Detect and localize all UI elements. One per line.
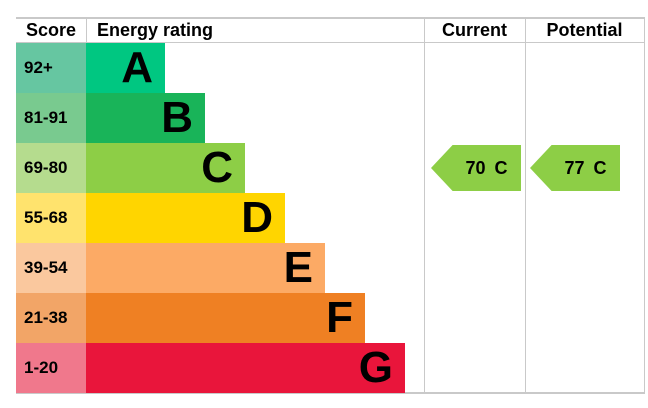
- band-bar: C: [86, 143, 245, 193]
- band-row-c: 69-80 C: [16, 143, 405, 193]
- band-score-cell: 69-80: [16, 143, 86, 193]
- band-row-d: 55-68 D: [16, 193, 405, 243]
- potential-arrow: 77 C: [530, 145, 620, 191]
- band-letter: B: [161, 93, 193, 142]
- header-score: Score: [25, 20, 77, 40]
- band-bar: E: [86, 243, 325, 293]
- potential-band-letter: C: [593, 157, 607, 178]
- band-letter: G: [358, 343, 393, 392]
- current-arrow: 70 C: [431, 145, 521, 191]
- table-top-border: [16, 17, 645, 19]
- table-right-border: [644, 17, 645, 394]
- score-column-divider: [86, 17, 87, 43]
- band-letter: D: [241, 193, 273, 242]
- band-score-cell: 81-91: [16, 93, 86, 143]
- band-rows: 92+ A 81-91 B 69-80 C 55-68 D 39-54: [16, 43, 405, 393]
- current-band-letter: C: [494, 157, 508, 178]
- header-energy-rating: Energy rating: [97, 20, 214, 40]
- potential-value: 77: [564, 157, 585, 178]
- band-letter: A: [121, 43, 153, 92]
- potential-column-divider: [525, 17, 526, 394]
- band-row-b: 81-91 B: [16, 93, 405, 143]
- band-score-cell: 92+: [16, 43, 86, 93]
- band-bar: A: [86, 43, 165, 93]
- current-value: 70: [465, 157, 486, 178]
- band-row-e: 39-54 E: [16, 243, 405, 293]
- band-bar: B: [86, 93, 205, 143]
- table-bottom-border: [16, 392, 645, 394]
- band-bar: F: [86, 293, 365, 343]
- band-row-a: 92+ A: [16, 43, 405, 93]
- band-row-g: 1-20 G: [16, 343, 405, 393]
- band-letter: F: [326, 293, 353, 342]
- band-bar: D: [86, 193, 285, 243]
- band-score-cell: 1-20: [16, 343, 86, 393]
- band-letter: C: [201, 143, 233, 192]
- band-score-cell: 21-38: [16, 293, 86, 343]
- current-column-divider: [424, 17, 425, 394]
- band-row-f: 21-38 F: [16, 293, 405, 343]
- band-bar: G: [86, 343, 405, 393]
- header-potential: Potential: [546, 20, 623, 40]
- band-score-cell: 39-54: [16, 243, 86, 293]
- header-bottom-border: [16, 42, 645, 43]
- header-current: Current: [441, 20, 507, 40]
- band-letter: E: [283, 243, 313, 292]
- band-score-cell: 55-68: [16, 193, 86, 243]
